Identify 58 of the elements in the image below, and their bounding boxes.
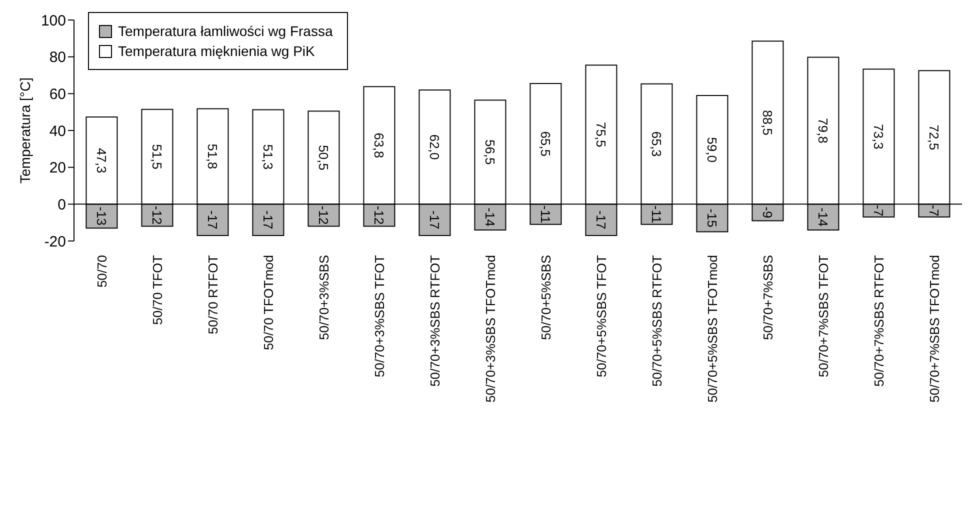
y-tick-label: 100 bbox=[40, 12, 66, 30]
data-label: 51,5 bbox=[150, 144, 165, 170]
data-label: 72,5 bbox=[926, 124, 942, 150]
data-label: 79,8 bbox=[816, 118, 831, 144]
data-label: -17 bbox=[260, 210, 276, 230]
x-tick-label: 50/70+3%SBS RTFOT bbox=[427, 254, 442, 387]
data-label: 88,5 bbox=[760, 110, 776, 136]
y-tick-label: 80 bbox=[49, 49, 66, 66]
data-label: 51,8 bbox=[205, 144, 220, 170]
legend-label: Temperatura łamliwości wg Frassa bbox=[118, 23, 333, 39]
y-tick-label: 40 bbox=[49, 122, 66, 140]
x-tick-label: 50/70 bbox=[94, 255, 110, 288]
data-label: -17 bbox=[427, 210, 442, 230]
data-label: -7 bbox=[871, 204, 886, 216]
data-label: 59,0 bbox=[704, 137, 720, 162]
x-tick-label: 50/70 TFOTmod bbox=[260, 255, 276, 350]
data-label: -11 bbox=[538, 205, 554, 224]
x-tick-label: 50/70+7%SBS TFOTmod bbox=[926, 255, 942, 403]
data-label: -12 bbox=[150, 206, 165, 225]
data-label: -12 bbox=[372, 206, 387, 225]
data-label: -11 bbox=[649, 205, 664, 224]
data-label: -15 bbox=[704, 208, 720, 228]
data-label: -7 bbox=[926, 204, 942, 216]
x-tick-label: 50/70 RTFOT bbox=[205, 254, 220, 334]
data-label: 50,5 bbox=[316, 145, 332, 170]
x-tick-label: 50/70+3%SBS TFOT bbox=[372, 254, 387, 378]
data-label: 51,3 bbox=[260, 144, 276, 170]
x-tick-label: 50/70+5%SBS TFOT bbox=[594, 254, 609, 378]
data-label: -17 bbox=[594, 210, 609, 230]
data-label: 75,5 bbox=[594, 122, 609, 148]
x-tick-label: 50/70+3%SBS TFOTmod bbox=[482, 255, 498, 403]
data-label: 65,3 bbox=[649, 131, 664, 157]
y-tick-label: 60 bbox=[49, 86, 66, 103]
data-label: -17 bbox=[205, 210, 220, 230]
data-label: 62,0 bbox=[427, 134, 442, 160]
legend-label: Temperatura mięknienia wg PiK bbox=[118, 43, 315, 59]
x-tick-label: 50/70+5%SBS bbox=[538, 254, 554, 340]
data-label: -14 bbox=[816, 208, 831, 226]
data-label: 65,5 bbox=[538, 131, 554, 157]
y-tick-label: 0 bbox=[58, 196, 66, 214]
x-tick-label: 50/70+5%SBS TFOTmod bbox=[704, 255, 720, 403]
data-label: 56,5 bbox=[482, 139, 498, 165]
data-label: 73,3 bbox=[871, 124, 886, 150]
x-tick-label: 50/70+7%SBS bbox=[760, 254, 776, 340]
data-label: 63,8 bbox=[372, 132, 387, 158]
data-label: -12 bbox=[316, 206, 332, 225]
y-tick-label: 20 bbox=[49, 160, 66, 177]
x-tick-label: 50/70+3%SBS bbox=[316, 254, 332, 340]
data-label: -14 bbox=[482, 208, 498, 226]
data-label: 47,3 bbox=[94, 148, 110, 174]
data-label: -9 bbox=[760, 206, 776, 218]
x-tick-label: 50/70+7%SBS TFOT bbox=[816, 254, 831, 378]
x-tick-label: 50/70+7%SBS RTFOT bbox=[871, 254, 886, 387]
y-tick-label: -20 bbox=[44, 233, 66, 250]
x-tick-label: 50/70 TFOT bbox=[150, 254, 165, 325]
x-tick-label: 50/70+5%SBS RTFOT bbox=[649, 254, 664, 387]
y-axis-title: Temperatura [°C] bbox=[16, 78, 33, 184]
data-label: -13 bbox=[94, 206, 110, 226]
